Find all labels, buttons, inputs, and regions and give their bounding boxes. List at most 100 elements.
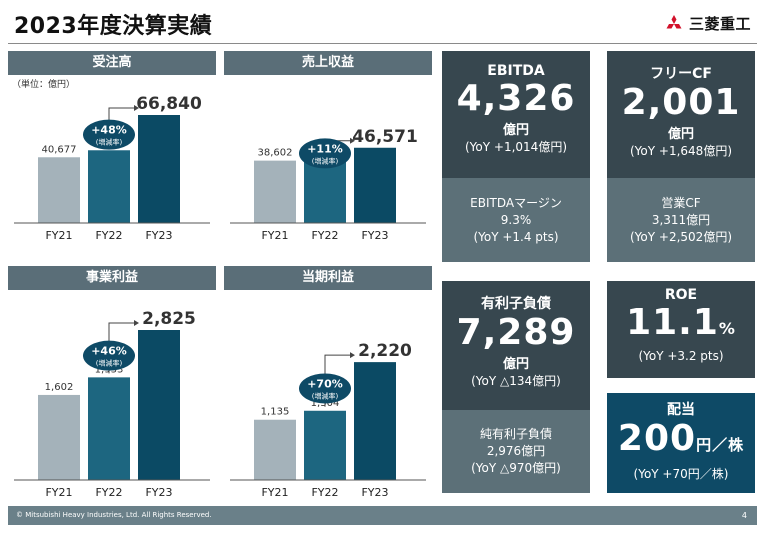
bar-fy21 — [38, 394, 80, 480]
kpi-yoy: (YoY +70円／株) — [633, 467, 729, 481]
net-profit-chart-panel: 当期利益 1,135FY211,304FY222,220FY23+70%(増減率… — [224, 266, 432, 499]
kpi-label: 配当 — [667, 402, 695, 418]
kpi-sub-value: 2,976億円 — [486, 444, 546, 458]
arrow-head-icon — [134, 320, 139, 326]
bar-fy23 — [138, 330, 180, 480]
x-tick-label: FY21 — [261, 486, 288, 499]
kpi-value: 2,001 — [621, 82, 741, 123]
kpi-label: EBITDA — [487, 63, 545, 79]
kpi-sub-label: 営業CF — [661, 196, 701, 210]
footer-bar: © Mitsubishi Heavy Industries, Ltd. All … — [8, 506, 757, 525]
title-divider — [8, 43, 757, 44]
kpi-unit: 億円 — [502, 357, 529, 372]
value-label: 2,220 — [358, 341, 412, 361]
value-label: 66,840 — [136, 94, 202, 114]
kpi-yoy: (YoY +1,648億円) — [630, 144, 732, 158]
logo-text: 三菱重工 — [688, 15, 751, 33]
x-tick-label: FY22 — [311, 229, 338, 242]
bar-fy23 — [138, 115, 180, 223]
kpi-label: 有利子負債 — [481, 296, 551, 312]
kpi-free-cf: フリーCF 2,001 億円 (YoY +1,648億円) 営業CF 3,311… — [607, 51, 755, 262]
chart-title: 受注高 — [8, 51, 216, 75]
x-tick-label: FY21 — [45, 486, 72, 499]
kpi-unit: % — [718, 319, 736, 338]
kpi-yoy: (YoY +1,014億円) — [465, 140, 567, 154]
kpi-sub-yoy: (YoY +2,502億円) — [630, 230, 732, 244]
value-label: 46,571 — [352, 127, 418, 147]
arrow-head-icon — [350, 352, 355, 359]
growth-badge — [83, 119, 135, 150]
kpi-sub: 営業CF 3,311億円 (YoY +2,502億円) — [607, 178, 755, 262]
value-label: 40,677 — [42, 144, 77, 155]
kpi-yoy: (YoY △134億円) — [471, 374, 561, 388]
bar-fy23 — [354, 362, 396, 480]
x-tick-label: FY22 — [311, 486, 338, 499]
bar-fy21 — [254, 160, 296, 223]
x-tick-label: FY21 — [261, 229, 288, 242]
kpi-ebitda: EBITDA 4,326 億円 (YoY +1,014億円) EBITDAマージ… — [442, 51, 590, 262]
growth-rate: +11% — [307, 142, 343, 155]
bar-fy23 — [354, 147, 396, 223]
growth-rate-caption: (増減率) — [96, 138, 123, 147]
bar-fy21 — [254, 419, 296, 480]
arrow-head-icon — [134, 105, 139, 111]
bar-fy21 — [38, 157, 80, 223]
growth-rate-caption: (増減率) — [312, 391, 339, 400]
growth-rate: +48% — [91, 124, 127, 137]
kpi-sub-yoy: (YoY △970億円) — [471, 461, 561, 475]
growth-badge — [299, 138, 351, 169]
kpi-value: 200 — [617, 418, 697, 459]
revenue-chart-panel: 売上収益 38,602FY2142,027FY2246,571FY23+11%(… — [224, 51, 432, 245]
copyright: © Mitsubishi Heavy Industries, Ltd. All … — [16, 511, 212, 519]
x-tick-label: FY23 — [145, 486, 172, 499]
x-tick-label: FY21 — [45, 229, 72, 242]
x-tick-label: FY23 — [361, 486, 388, 499]
growth-rate: +46% — [91, 345, 127, 358]
growth-rate: +70% — [307, 377, 343, 390]
kpi-main: EBITDA 4,326 億円 (YoY +1,014億円) — [442, 51, 590, 178]
kpi-sub: EBITDAマージン 9.3% (YoY +1.4 pts) — [442, 178, 590, 262]
kpi-roe: ROE 11.1% (YoY +3.2 pts) — [607, 281, 755, 378]
kpi-sub-label: 純有利子負債 — [479, 427, 552, 441]
bar-fy22 — [88, 150, 130, 223]
bar-fy22 — [88, 377, 130, 480]
business-profit-chart-panel: 事業利益 1,602FY211,933FY222,825FY23+46%(増減率… — [8, 266, 216, 499]
kpi-value-row: 200円／株 — [607, 419, 755, 465]
kpi-label: フリーCF — [650, 66, 712, 82]
company-logo: 三菱重工 — [664, 13, 751, 34]
kpi-label: ROE — [664, 287, 698, 303]
page-title: 2023年度決算実績 — [14, 14, 213, 39]
growth-rate-caption: (増減率) — [312, 156, 339, 165]
kpi-sub-value: 3,311億円 — [651, 213, 711, 227]
bar-fy22 — [304, 410, 346, 480]
kpi-debt: 有利子負債 7,289 億円 (YoY △134億円) 純有利子負債 2,976… — [442, 281, 590, 493]
kpi-sub-value: 9.3% — [500, 213, 532, 227]
chart-title: 事業利益 — [8, 266, 216, 290]
kpi-unit: 億円 — [667, 127, 694, 142]
growth-rate-caption: (増減率) — [96, 359, 123, 368]
three-diamonds-icon — [666, 14, 682, 28]
unit-label: （単位：億円） — [12, 80, 76, 90]
kpi-value-row: 11.1% — [607, 303, 755, 349]
arrow-head-icon — [350, 137, 355, 144]
value-label: 1,602 — [45, 382, 74, 393]
chart-title: 売上収益 — [224, 51, 432, 75]
x-tick-label: FY22 — [95, 229, 122, 242]
kpi-main: フリーCF 2,001 億円 (YoY +1,648億円) — [607, 51, 755, 178]
chart-title: 当期利益 — [224, 266, 432, 290]
kpi-sub: 純有利子負債 2,976億円 (YoY △970億円) — [442, 410, 590, 493]
x-tick-label: FY22 — [95, 486, 122, 499]
kpi-value: 4,326 — [456, 78, 576, 119]
x-tick-label: FY23 — [361, 229, 388, 242]
orders-chart-panel: 受注高 40,677FY2145,013FY2266,840FY23+48%(増… — [8, 51, 216, 245]
value-label: 38,602 — [258, 148, 293, 159]
kpi-unit: 億円 — [502, 123, 529, 138]
value-label: 2,825 — [142, 309, 196, 329]
value-label: 1,135 — [261, 407, 290, 418]
page-number: 4 — [741, 511, 747, 520]
kpi-value: 11.1 — [626, 302, 719, 343]
